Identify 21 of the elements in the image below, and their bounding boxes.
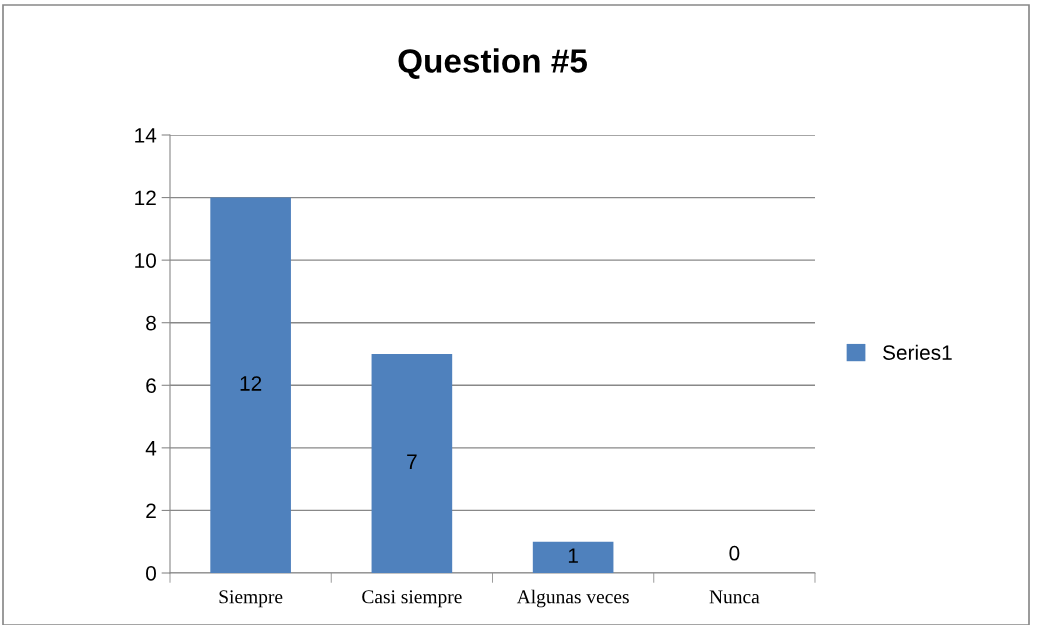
y-tick-label: 12 <box>135 190 156 206</box>
data-label: 0 <box>729 545 740 561</box>
data-label: 7 <box>407 454 417 469</box>
x-tick-label: Siempre <box>219 590 283 608</box>
y-tick-label: 14 <box>135 128 157 143</box>
y-tick-label: 4 <box>145 441 157 456</box>
bar <box>532 541 614 573</box>
y-tick-label: 10 <box>135 253 156 268</box>
bar <box>210 197 291 573</box>
y-tick-label: 0 <box>146 566 156 581</box>
bar <box>371 354 453 573</box>
data-label: 1 <box>568 548 578 563</box>
x-tick-label: Algunas veces <box>516 589 629 608</box>
legend-label: Series1 <box>883 344 952 360</box>
y-tick-label: 8 <box>146 315 156 331</box>
x-tick-label: Casi siempre <box>362 590 462 608</box>
data-label: 12 <box>240 376 262 391</box>
x-tick-label: Nunca <box>709 590 760 604</box>
y-tick-label: 6 <box>146 378 156 394</box>
y-tick-label: 2 <box>146 503 156 518</box>
chart-title: Question #5 <box>398 48 587 80</box>
